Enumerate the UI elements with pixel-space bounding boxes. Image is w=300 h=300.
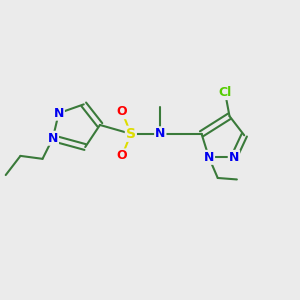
Text: N: N [53, 107, 64, 120]
Text: N: N [155, 127, 166, 140]
Text: O: O [117, 105, 127, 118]
Text: Cl: Cl [218, 86, 232, 99]
Text: O: O [117, 149, 127, 162]
Text: N: N [229, 151, 239, 164]
Text: N: N [48, 132, 58, 145]
Text: S: S [126, 127, 136, 141]
Text: N: N [204, 151, 214, 164]
